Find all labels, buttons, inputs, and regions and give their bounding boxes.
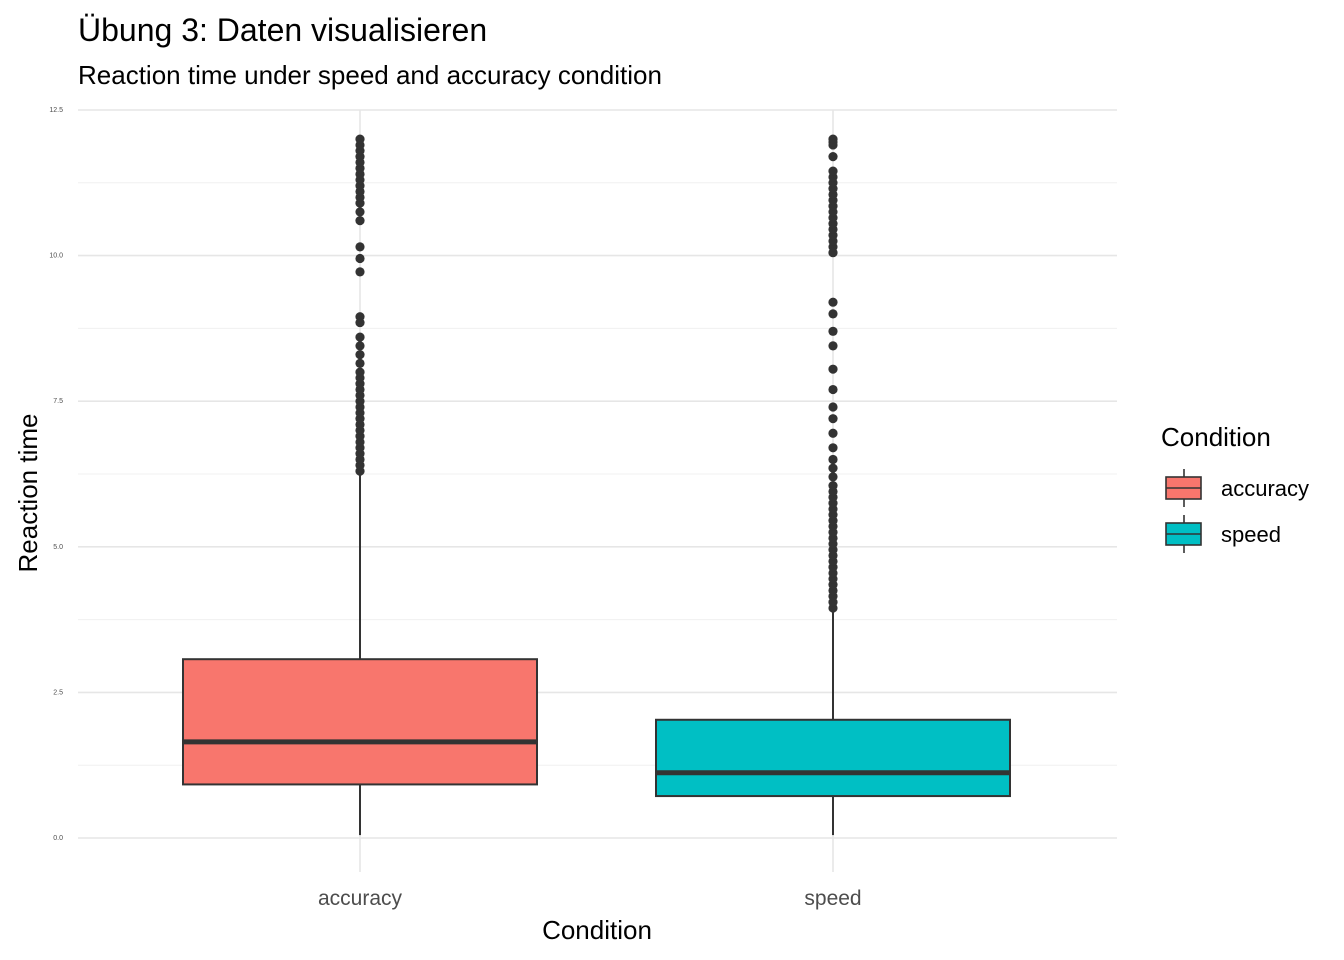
x-tick-label: accuracy: [318, 887, 403, 910]
y-tick-label: 10.0: [49, 253, 63, 260]
outlier-point: [828, 151, 838, 162]
outlier-point: [828, 166, 838, 176]
outlier-point: [355, 134, 365, 144]
outlier-point: [828, 414, 838, 424]
outlier-point: [828, 134, 838, 144]
legend-key-accuracy: accuracy: [1165, 469, 1309, 507]
legend-label: accuracy: [1221, 476, 1309, 501]
outlier-point: [828, 454, 838, 465]
outlier-point: [355, 350, 365, 360]
y-tick-label: 0.0: [53, 835, 63, 842]
y-tick-labels: 0.0 2.5 5.0 7.5 10.0 12.5: [49, 107, 63, 842]
outlier-point: [355, 358, 365, 368]
outlier-point: [828, 472, 838, 482]
outlier-point: [355, 216, 365, 226]
y-axis-label: Reaction time: [13, 414, 43, 573]
outlier-point: [828, 463, 838, 473]
legend-key-speed: speed: [1165, 515, 1281, 553]
legend-label: speed: [1221, 522, 1281, 547]
x-tick-labels: accuracy speed: [318, 887, 862, 910]
x-tick-label: speed: [804, 887, 861, 910]
y-tick-label: 2.5: [53, 689, 63, 696]
chart-subtitle: Reaction time under speed and accuracy c…: [78, 60, 662, 90]
outlier-point: [355, 341, 365, 351]
outlier-point: [828, 402, 838, 412]
outlier-point: [828, 481, 838, 491]
outlier-point: [355, 367, 365, 377]
outlier-point: [828, 428, 838, 438]
outlier-point: [355, 242, 365, 252]
outlier-point: [828, 443, 838, 453]
legend: Condition accuracy speed: [1161, 422, 1309, 553]
outlier-point: [355, 207, 365, 217]
outlier-point: [828, 297, 838, 307]
y-tick-label: 5.0: [53, 544, 63, 551]
outlier-point: [828, 309, 838, 319]
outlier-point: [355, 267, 365, 277]
y-tick-label: 7.5: [53, 398, 63, 405]
y-tick-label: 12.5: [49, 107, 63, 114]
outlier-point: [355, 312, 365, 322]
outlier-point: [828, 341, 838, 351]
box-speed: [655, 134, 1011, 836]
legend-title: Condition: [1161, 422, 1271, 452]
outlier-point: [355, 332, 365, 342]
x-axis-label: Condition: [542, 915, 652, 945]
outlier-point: [828, 384, 838, 395]
box-iqr: [182, 658, 538, 786]
box-accuracy: [182, 134, 538, 836]
outlier-point: [355, 253, 365, 264]
boxes: [182, 134, 1011, 836]
outlier-point: [828, 364, 838, 374]
outlier-point: [828, 326, 838, 336]
box-iqr: [655, 718, 1011, 798]
chart-title: Übung 3: Daten visualisieren: [78, 12, 487, 48]
